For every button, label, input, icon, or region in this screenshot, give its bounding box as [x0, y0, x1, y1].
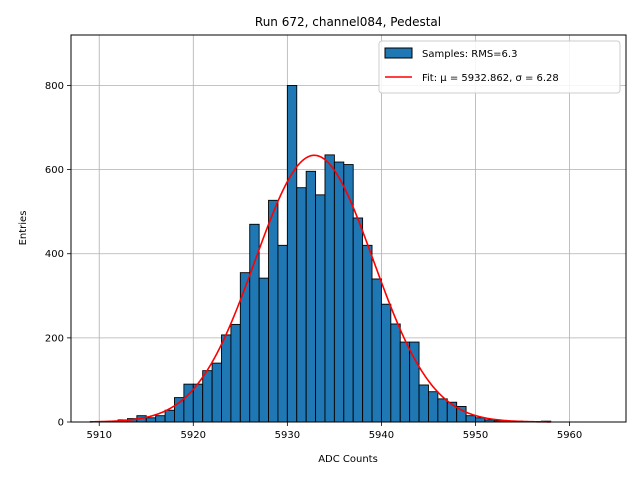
histogram-bar — [371, 278, 382, 423]
x-tick-label: 5920 — [181, 430, 206, 441]
histogram-bar — [221, 334, 232, 423]
x-tick-label: 5940 — [369, 430, 394, 441]
x-tick-label: 5950 — [463, 430, 488, 441]
histogram-bar — [324, 154, 335, 423]
y-axis: 0 200 400 600 800 — [45, 81, 71, 429]
histogram-bar — [192, 383, 204, 423]
histogram-bar — [390, 323, 401, 423]
histogram-bar — [145, 417, 157, 423]
histogram-bar — [174, 397, 185, 423]
histogram-bar — [437, 398, 448, 423]
legend-label-samples: Samples: RMS=6.3 — [422, 49, 517, 60]
histogram-bar — [380, 303, 392, 423]
fit-curve-group — [89, 154, 551, 423]
y-axis-label: Entries — [18, 211, 29, 246]
y-tick-label: 200 — [45, 333, 64, 344]
x-axis-label: ADC Counts — [318, 454, 378, 465]
histogram-bar — [211, 362, 222, 423]
x-tick-label: 5910 — [86, 430, 111, 441]
y-tick-label: 800 — [45, 81, 64, 92]
histogram-bar — [230, 323, 241, 423]
histogram-bar — [268, 199, 279, 423]
histogram-bar — [258, 277, 269, 423]
y-tick-label: 400 — [45, 249, 64, 260]
histogram-bar — [428, 391, 439, 423]
histogram-bar — [155, 415, 166, 423]
histogram-bar — [164, 409, 175, 423]
histogram-bar — [333, 161, 345, 423]
x-tick-label: 5930 — [275, 430, 300, 441]
histogram-bar — [409, 341, 420, 423]
histogram-bar — [315, 194, 326, 423]
legend: Samples: RMS=6.3 Fit: μ = 5932.862, σ = … — [378, 40, 621, 94]
plot-frame — [70, 34, 627, 423]
y-tick-label: 600 — [45, 165, 64, 176]
histogram-bar — [352, 217, 364, 423]
x-tick-label: 5960 — [557, 430, 582, 441]
histogram-bar — [418, 384, 429, 423]
histogram-bar — [362, 244, 373, 423]
histogram-bar — [475, 417, 486, 423]
histogram-bar — [202, 370, 213, 423]
legend-swatch-samples — [384, 47, 413, 59]
histogram-bar — [465, 415, 476, 423]
histogram-bar — [296, 187, 307, 423]
histogram-bars — [108, 85, 552, 423]
histogram-bar — [305, 170, 317, 423]
fit-curve — [89, 154, 551, 423]
legend-label-fit: Fit: μ = 5932.862, σ = 6.28 — [422, 73, 559, 84]
y-tick-label: 0 — [58, 418, 64, 429]
x-axis: 5910 5920 5930 5940 5950 5960 — [86, 422, 582, 441]
histogram-bar — [277, 244, 288, 423]
legend-box — [378, 40, 621, 94]
chart-title: Run 672, channel084, Pedestal — [255, 15, 441, 29]
histogram-bar — [399, 341, 411, 423]
histogram-bar — [286, 85, 298, 423]
